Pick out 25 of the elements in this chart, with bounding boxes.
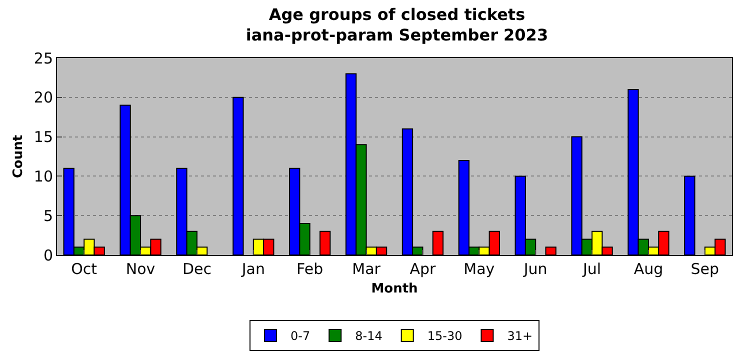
legend-label: 8-14	[355, 329, 382, 344]
y-tick-label: 20	[34, 88, 53, 107]
x-tick-label: Jul	[582, 260, 602, 278]
x-tick-label: Dec	[182, 260, 212, 278]
y-tick-label: 25	[34, 49, 53, 68]
x-tick-label: Feb	[296, 260, 324, 278]
legend-label: 0-7	[290, 329, 310, 344]
x-tick-label: Jan	[240, 260, 265, 278]
x-tick-label: Jun	[522, 260, 548, 278]
chart-title: Age groups of closed tickets iana-prot-param September 2023	[246, 4, 548, 45]
x-tick-label: Mar	[352, 260, 382, 278]
legend-label: 15-30	[427, 329, 462, 344]
x-tick-label: Aug	[634, 260, 664, 278]
x-tick-label: May	[464, 260, 495, 278]
x-axis-title: Month	[371, 282, 418, 297]
x-tick-label: Apr	[410, 260, 437, 278]
y-tick-label: 15	[34, 128, 53, 146]
x-tick-label: Oct	[71, 260, 98, 278]
y-axis-title: Count	[10, 134, 26, 178]
legend-label: 31+	[507, 329, 533, 344]
x-tick-label: Sep	[690, 260, 720, 278]
x-tick-label: Nov	[126, 260, 156, 278]
y-tick-label: 5	[43, 206, 53, 225]
y-tick-label: 10	[34, 167, 53, 186]
y-tick-label: 0	[43, 246, 53, 264]
